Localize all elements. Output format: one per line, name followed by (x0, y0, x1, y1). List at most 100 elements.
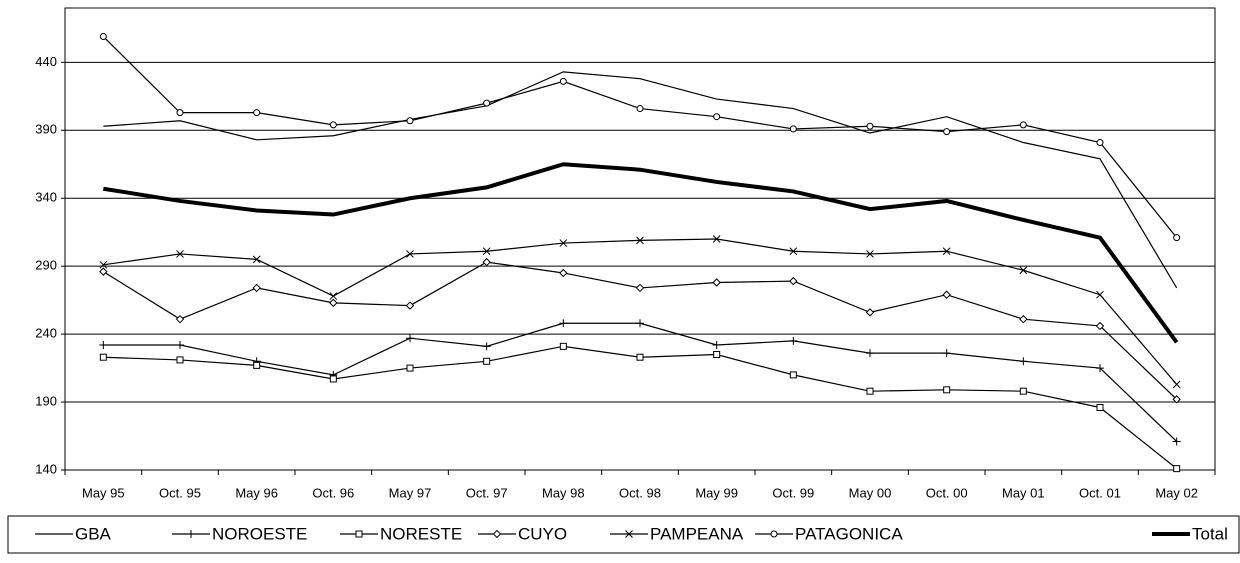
y-tick-label: 290 (35, 258, 57, 273)
y-tick-label: 190 (35, 393, 57, 408)
legend-label: NOROESTE (212, 524, 307, 543)
x-tick-label: May 98 (542, 485, 585, 500)
x-tick-label: Oct. 96 (312, 485, 354, 500)
series (103, 162, 1179, 344)
series-line (103, 71, 1178, 289)
series-line (102, 36, 1178, 239)
marker (176, 250, 184, 258)
marker (1019, 314, 1028, 324)
x-tick-label: Oct. 99 (772, 485, 814, 500)
marker (1019, 357, 1028, 366)
marker (492, 529, 502, 539)
marker (1019, 266, 1028, 275)
x-tick-label: Oct. 01 (1079, 485, 1121, 500)
x-tick-label: Oct. 98 (619, 485, 661, 500)
legend: GBA NOROESTE NORESTE CUYO PAMPEANA PATAGONICA… (35, 524, 1228, 543)
x-tick-label: May 99 (695, 485, 738, 500)
marker (405, 301, 415, 310)
marker (99, 340, 108, 349)
series (103, 71, 1178, 289)
marker (1173, 465, 1181, 473)
marker (1096, 403, 1104, 411)
x-tick-label: May 00 (849, 485, 892, 500)
y-tick-label: 240 (35, 326, 57, 341)
marker (559, 239, 568, 247)
legend-label: CUYO (518, 524, 567, 543)
marker (1095, 321, 1105, 331)
marker (712, 235, 721, 243)
marker (635, 283, 645, 293)
marker (252, 255, 261, 264)
marker (789, 247, 798, 256)
marker (483, 357, 491, 365)
marker (187, 530, 195, 538)
marker (406, 250, 414, 258)
marker (329, 292, 338, 300)
marker (559, 319, 568, 328)
x-tick-label: May 01 (1002, 485, 1045, 500)
series-line (103, 261, 1178, 400)
y-tick-label: 440 (35, 54, 57, 69)
marker (866, 122, 874, 130)
series-line (103, 345, 1178, 470)
marker (866, 250, 874, 258)
marker (866, 387, 874, 395)
marker (942, 247, 951, 256)
y-tick-label: 340 (35, 190, 57, 205)
marker (942, 349, 951, 358)
series (99, 319, 1181, 446)
marker (559, 268, 568, 278)
marker (1172, 395, 1181, 404)
plot-frame (64, 7, 1216, 471)
marker (99, 33, 107, 41)
marker (1096, 290, 1104, 299)
marker (559, 342, 567, 350)
marker (712, 278, 721, 287)
marker (1019, 387, 1027, 395)
marker (176, 356, 184, 364)
marker (866, 349, 874, 358)
marker (482, 342, 491, 351)
marker (253, 361, 261, 369)
marker (636, 319, 644, 328)
marker (1173, 234, 1181, 242)
marker (253, 109, 261, 117)
marker (942, 290, 951, 299)
legend-label: PAMPEANA (650, 524, 744, 543)
series (99, 235, 1181, 389)
marker (329, 375, 337, 383)
marker (636, 105, 644, 113)
x-tick-label: May 96 (235, 485, 278, 500)
marker (712, 340, 721, 349)
x-tick-label: May 02 (1155, 485, 1198, 500)
series-line (103, 322, 1178, 442)
marker (482, 257, 491, 267)
marker (355, 530, 363, 538)
marker (625, 530, 633, 538)
marker (636, 353, 644, 361)
marker (483, 99, 491, 107)
marker (713, 351, 721, 358)
legend-label: PATAGONICA (795, 524, 903, 543)
marker (99, 353, 107, 361)
marker (176, 109, 184, 117)
marker (1172, 380, 1181, 389)
marker (99, 260, 108, 269)
marker (943, 386, 951, 394)
marker (713, 113, 721, 121)
marker (1172, 437, 1181, 446)
marker (176, 340, 184, 349)
marker (865, 308, 875, 317)
x-tick-label: Oct. 00 (926, 485, 968, 500)
legend-label: NORESTE (380, 524, 462, 543)
legend-label: GBA (75, 524, 112, 543)
y-tick-label: 390 (35, 122, 57, 137)
marker (175, 314, 185, 324)
marker (99, 267, 108, 276)
marker (789, 371, 797, 379)
marker (406, 117, 414, 125)
marker (943, 128, 951, 136)
marker (329, 121, 337, 129)
